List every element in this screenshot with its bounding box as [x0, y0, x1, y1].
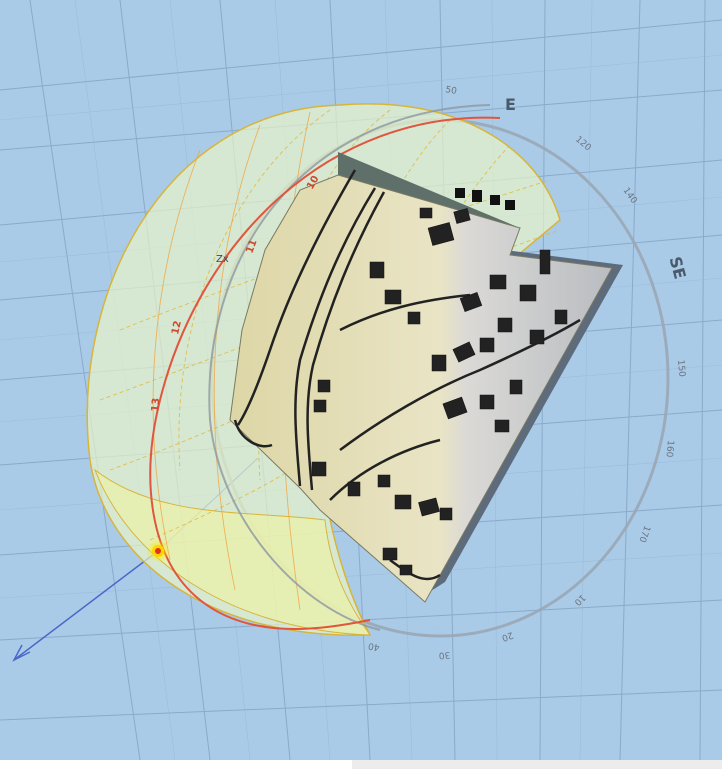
ring-tick-label: 160: [663, 440, 674, 458]
hour-label: 12: [170, 320, 184, 336]
ring-tick-label: 20: [500, 629, 514, 642]
sun-position-icon: [146, 539, 170, 563]
ring-tick-label: 150: [675, 359, 686, 377]
ring-tick-label: 30: [438, 649, 451, 660]
ring-tick-label: 50: [444, 85, 457, 97]
terrain-model: [229, 152, 623, 603]
east-label: E: [505, 95, 516, 114]
bottom-strip: [352, 760, 722, 769]
meridian-circle: [208, 104, 491, 631]
hour-label: 11: [244, 238, 259, 255]
hour-label: 13: [150, 397, 162, 412]
sphere-axis-label: Zx: [216, 254, 229, 265]
ring-tick-label: 40: [367, 640, 380, 652]
sun-path-curve: [149, 116, 501, 630]
